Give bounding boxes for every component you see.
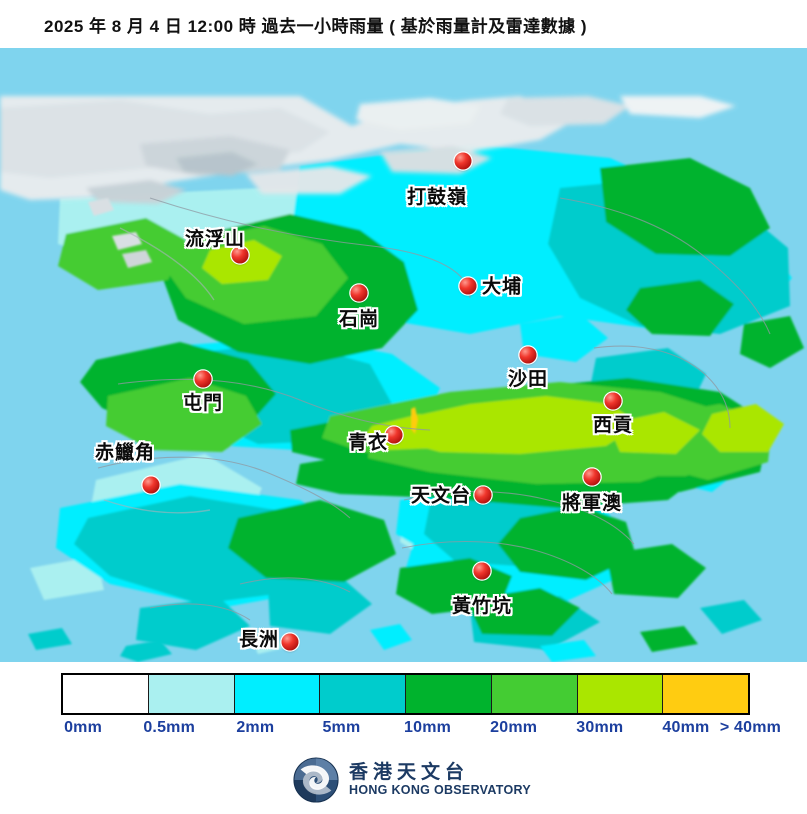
station-label-青衣: 青衣 (347, 432, 388, 454)
title-bar: 2025 年 8 月 4 日 12:00 時 過去一小時雨量 ( 基於雨量計及雷… (0, 0, 807, 48)
station-label-長洲: 長洲 (238, 629, 279, 651)
logo-panel: 香港天文台 HONG KONG OBSERVATORY (0, 752, 807, 814)
legend-swatch-40mm (663, 675, 748, 713)
station-label-黃竹坑: 黃竹坑 (451, 596, 513, 617)
page-title: 2025 年 8 月 4 日 12:00 時 過去一小時雨量 ( 基於雨量計及雷… (44, 16, 587, 36)
logo-name-cn: 香港天文台 (349, 761, 470, 783)
legend-tick-over-40mm: > 40mm (719, 719, 782, 736)
legend-swatch-20mm (491, 675, 578, 713)
hko-swirl-icon (293, 757, 339, 803)
legend-panel: 0mm 0.5mm 2mm 5mm 10mm 20mm 30mm 40mm > 40mm (0, 662, 807, 752)
station-pin-西貢[interactable] (604, 392, 622, 410)
station-label-屯門: 屯門 (182, 393, 224, 414)
legend-color-bar (61, 673, 750, 715)
rainfall-contour-layer (0, 48, 807, 662)
station-pin-打鼓嶺[interactable] (454, 152, 472, 170)
station-pin-長洲[interactable] (281, 633, 299, 651)
legend-tick-20mm: 20mm (490, 719, 538, 736)
legend-swatch-0.5mm (148, 675, 235, 713)
legend-tick-2mm: 2mm (236, 719, 275, 736)
legend-swatch-5mm (320, 675, 406, 713)
station-label-赤鱲角: 赤鱲角 (94, 442, 155, 464)
legend-tick-0.5mm: 0.5mm (143, 719, 196, 736)
station-label-將軍澳: 將軍澳 (561, 493, 623, 514)
legend-swatch-10mm (406, 675, 492, 713)
legend-swatch-0mm (63, 675, 149, 713)
station-pin-流浮山[interactable] (231, 246, 249, 264)
legend-tick-40mm: 40mm (662, 719, 710, 736)
legend-tick-30mm: 30mm (576, 719, 624, 736)
station-label-天文台: 天文台 (410, 485, 471, 507)
legend-tick-10mm: 10mm (404, 719, 452, 736)
legend-swatch-30mm (577, 675, 664, 713)
station-pin-天文台[interactable] (474, 486, 492, 504)
station-pin-大埔[interactable] (459, 277, 477, 295)
station-label-打鼓嶺: 打鼓嶺 (406, 187, 468, 208)
legend-tick-5mm: 5mm (322, 719, 361, 736)
station-label-石崗: 石崗 (338, 309, 380, 330)
rainfall-map[interactable]: 打鼓嶺流浮山大埔石崗沙田屯門西貢青衣 赤鱲角將軍澳 天文台黃竹坑長洲 (0, 48, 807, 662)
station-pin-石崗[interactable] (350, 284, 368, 302)
station-pin-將軍澳[interactable] (583, 468, 601, 486)
station-label-大埔: 大埔 (482, 276, 523, 298)
station-pin-沙田[interactable] (519, 346, 537, 364)
station-label-西貢: 西貢 (592, 415, 634, 436)
station-pin-黃竹坑[interactable] (473, 562, 491, 580)
station-pin-屯門[interactable] (194, 370, 212, 388)
legend-tick-labels: 0mm 0.5mm 2mm 5mm 10mm 20mm 30mm 40mm > 40mm (61, 719, 781, 743)
station-label-沙田: 沙田 (507, 369, 549, 390)
hko-logo: 香港天文台 HONG KONG OBSERVATORY (292, 756, 531, 804)
legend-tick-0mm: 0mm (64, 719, 103, 736)
logo-name-en: HONG KONG OBSERVATORY (349, 782, 532, 797)
station-pin-赤鱲角[interactable] (142, 476, 160, 494)
station-label-流浮山: 流浮山 (184, 229, 246, 250)
station-pin-青衣[interactable] (385, 426, 403, 444)
legend-swatch-2mm (234, 675, 321, 713)
